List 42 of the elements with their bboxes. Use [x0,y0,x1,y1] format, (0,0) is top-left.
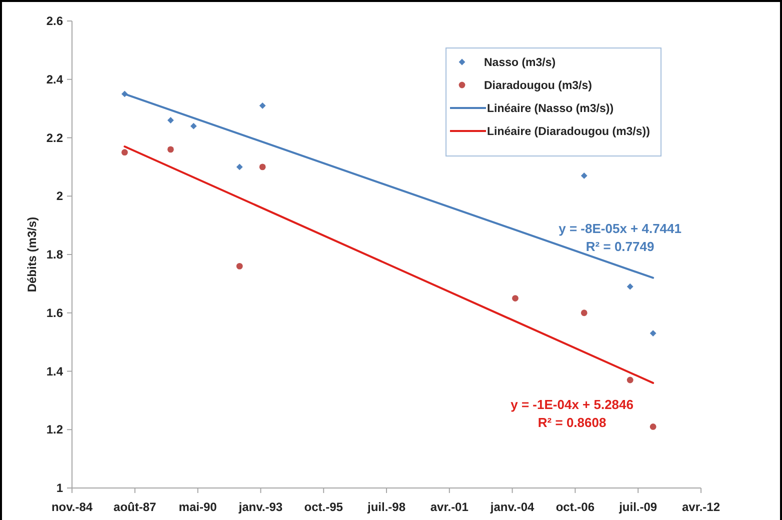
y-tick-label: 1 [56,481,64,495]
x-tick-label: nov.-84 [51,500,93,514]
y-tick-label: 1.6 [46,306,64,320]
point [259,164,266,170]
point [236,262,243,270]
point [580,172,588,179]
x-tick-label: mai-90 [178,500,218,514]
annotation: y = -1E-04x + 5.2846 R² = 0.8608 [510,396,634,430]
x-tick-label: juil.-98 [366,500,406,514]
y-tick-label: 2.4 [46,72,64,86]
x-tick-label: août-87 [114,500,157,514]
point [190,122,197,130]
x-tick-label: oct.-95 [304,500,344,514]
point [650,330,656,337]
x-tick-label: avr.-01 [430,500,469,514]
y-tick-label: 1.2 [46,422,64,437]
legend-label: Nasso (m3/s) [484,57,556,69]
point [259,102,266,109]
x-tick-label: oct.-06 [556,500,595,514]
point [121,149,128,156]
y-tick-label: 2.6 [46,14,64,28]
x-tick-label: janv.-04 [489,500,535,514]
x-tick-label: avr.-12 [682,500,720,514]
point [167,146,174,153]
legend-label: Linéaire (Nasso (m3/s)) [487,103,614,115]
point [650,424,656,430]
x-tick-label: juil.-09 [618,500,658,514]
point [580,310,588,316]
legend-label: Diaradougou (m3/s) [484,80,592,92]
y-tick-label: 1.8 [46,248,64,262]
point [236,164,243,170]
y-tick-label: 1.4 [46,364,64,378]
y-tick-label: 2.2 [46,130,64,145]
y-axis-title: Débits (m3/s) [25,216,39,292]
x-tick-label: janv.-93 [238,500,283,514]
point [512,295,518,302]
point [167,117,174,124]
y-tick-label: 2 [56,189,64,204]
point [626,376,634,384]
annotation: y = -8E-05x + 4.7441 R² = 0.7749 [558,220,682,254]
point [626,283,634,290]
legend-label: Linéaire (Diaradougou (m3/s)) [487,126,650,138]
